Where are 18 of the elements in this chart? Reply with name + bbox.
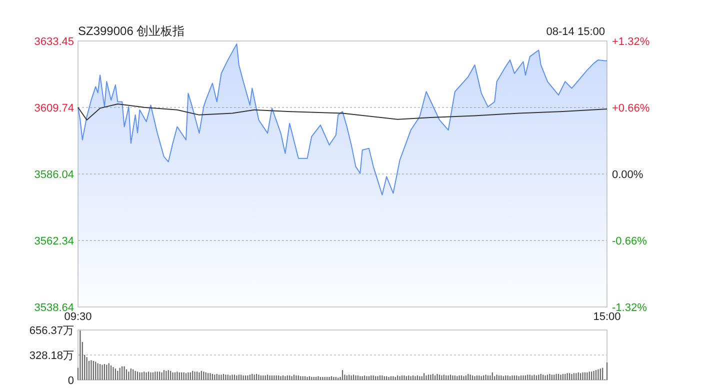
y2-tick-label: -1.32% xyxy=(612,302,648,314)
y-tick-label: 0 xyxy=(68,374,74,387)
y-tick-label: 3609.74 xyxy=(34,102,74,114)
x-tick-label: 15:00 xyxy=(593,311,621,323)
y-tick-label: 3633.45 xyxy=(34,36,74,48)
y2-tick-label: 0.00% xyxy=(612,168,644,181)
y-tick-label: 3538.64 xyxy=(34,302,74,314)
y-tick-label: 656.37万 xyxy=(29,324,74,337)
chart-title: SZ399006 创业板指 xyxy=(78,24,185,38)
y-tick-label: 328.18万 xyxy=(29,350,74,362)
text: 08-14 15:00 xyxy=(546,26,605,38)
line-series xyxy=(78,103,608,120)
x-tick-label: 09:30 xyxy=(64,311,92,323)
y2-tick-label: -0.66% xyxy=(612,235,648,248)
y2-tick-label: +0.66% xyxy=(612,102,650,114)
y2-tick-label: +1.32% xyxy=(612,36,650,48)
y-tick-label: 3586.04 xyxy=(34,168,74,181)
y-tick-label: 3562.34 xyxy=(34,235,74,248)
